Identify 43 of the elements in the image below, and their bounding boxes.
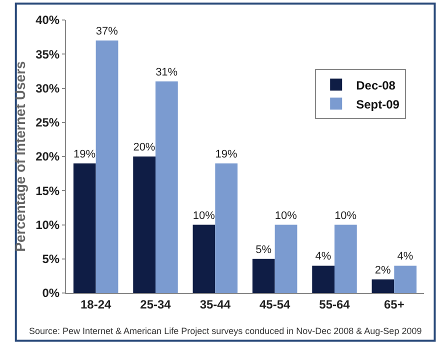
y-tick-label: 30% — [36, 81, 60, 96]
data-label: 10% — [192, 210, 216, 222]
bar — [334, 224, 357, 293]
y-tick-label: 40% — [36, 13, 60, 28]
bar — [156, 81, 178, 293]
bar — [252, 258, 275, 293]
bar — [215, 163, 238, 293]
y-tick-label: 0% — [42, 286, 60, 300]
y-tick-label: 10% — [36, 218, 60, 232]
bar — [372, 279, 394, 293]
data-label: 31% — [156, 66, 178, 78]
x-tick-label: 55-64 — [319, 297, 350, 312]
y-tick-label: 20% — [36, 150, 60, 164]
data-label: 20% — [133, 142, 156, 154]
y-axis-title: Percentage of Internet Users — [12, 60, 28, 252]
bar — [312, 266, 334, 293]
data-label: 4% — [397, 250, 414, 263]
data-label: 37% — [96, 25, 118, 38]
bar — [96, 40, 118, 293]
y-tick-label: 15% — [36, 184, 60, 198]
x-tick-label: 45-54 — [259, 297, 290, 312]
bar — [133, 156, 156, 293]
legend-label: Sept-09 — [356, 97, 400, 112]
data-label: 19% — [74, 148, 96, 160]
data-label: 10% — [334, 210, 357, 222]
data-label: 10% — [274, 210, 298, 222]
data-label: 2% — [374, 264, 392, 276]
y-tick-label: 5% — [42, 252, 60, 266]
legend-label: Dec-08 — [356, 78, 396, 92]
bar — [192, 224, 216, 293]
bar — [73, 163, 96, 293]
source-note: Source: Pew Internet & American Life Project surveys conduced in Nov-Dec 2008 & Aug-Sep 2009 — [29, 326, 422, 336]
bar — [394, 266, 417, 293]
x-tick-label: 35-44 — [200, 297, 231, 312]
data-label: 19% — [215, 148, 238, 160]
x-tick-label: 25-34 — [140, 297, 172, 312]
bar — [274, 224, 298, 293]
x-tick-label: 18-24 — [80, 297, 112, 312]
data-label: 4% — [315, 250, 332, 263]
data-label: 5% — [256, 244, 272, 256]
x-tick-label: 65+ — [384, 297, 404, 312]
y-tick-label: 35% — [36, 47, 60, 62]
y-tick-label: 25% — [36, 116, 60, 130]
